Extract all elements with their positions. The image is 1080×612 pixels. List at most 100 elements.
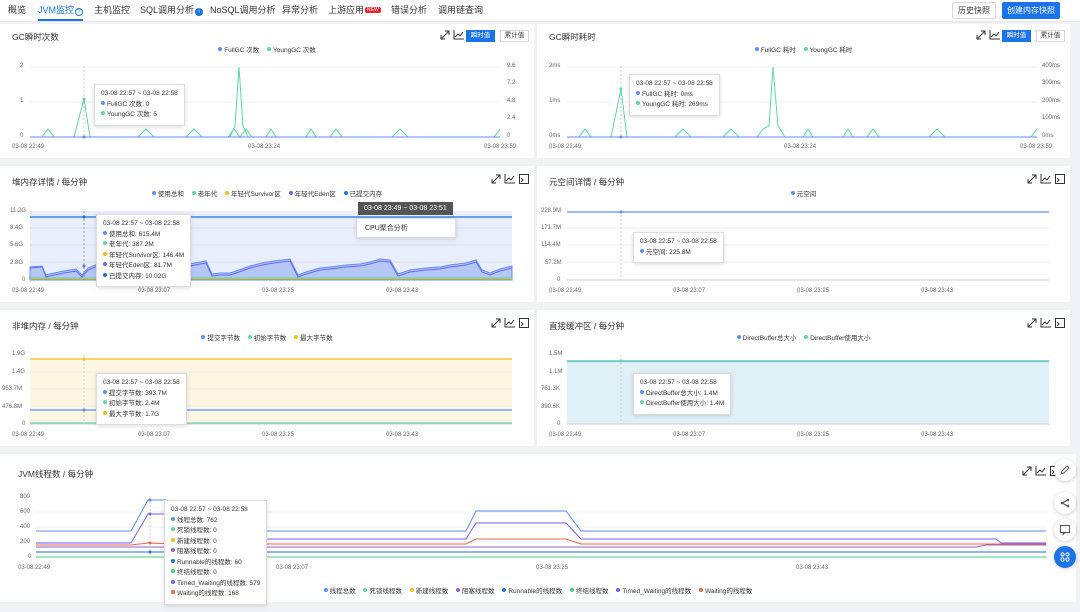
line-chart-icon[interactable] — [989, 30, 1000, 40]
terminal-icon[interactable] — [1055, 318, 1065, 328]
cumulative-toggle[interactable]: 累计值 — [1036, 30, 1065, 42]
tooltip-label: FullGC 次数: — [107, 100, 144, 108]
tab-nosql[interactable]: NoSQL调用分析 — [210, 5, 276, 15]
tab-jvm[interactable]: JVM监控? — [38, 0, 84, 21]
legend-blocked[interactable]: 阻塞线程数 — [456, 588, 495, 595]
legend-waiting[interactable]: Waiting的线程数 — [698, 588, 752, 595]
instant-toggle[interactable]: 瞬时值 — [1002, 30, 1031, 42]
x-tick: 03-08 23:25 — [797, 288, 830, 294]
create-snapshot-button[interactable]: 创建内存快照 — [1002, 2, 1060, 19]
legend-metaspace[interactable]: 元空间 — [790, 191, 816, 198]
line-chart-icon[interactable] — [504, 174, 515, 184]
legend-old[interactable]: 老年代 — [191, 191, 217, 198]
feedback-button[interactable] — [1054, 519, 1076, 541]
legend-init-bytes[interactable]: 初始字节数 — [247, 335, 286, 342]
tab-sql[interactable]: SQL调用分析 i — [140, 0, 204, 21]
top-nav: 概览 JVM监控? 主机监控 SQL调用分析 i NoSQL调用分析 异常分析 上… — [0, 0, 1080, 22]
legend-younggc[interactable]: YoungGC 次数 — [267, 47, 316, 54]
history-snapshot-button[interactable]: 历史快照 — [952, 2, 996, 19]
tab-exception[interactable]: 异常分析 — [282, 5, 319, 15]
tooltip-value: 615.4M — [138, 230, 161, 238]
expand-icon[interactable] — [491, 318, 501, 328]
tab-upstream-label: 上游应用 — [328, 5, 365, 15]
expand-icon[interactable] — [976, 30, 986, 40]
legend-used[interactable]: 使用总和 — [151, 191, 184, 198]
tooltip: 03-08 22:57 ~ 03-08 22:58 DirectBuffer总大… — [633, 373, 732, 415]
legend-committed[interactable]: 已提交内存 — [343, 191, 382, 198]
tooltip: 03-08 22:57 ~ 03-08 22:58 线程总数: 762 死锁线程… — [164, 500, 268, 605]
tooltip-value: 0 — [213, 527, 217, 534]
legend-new[interactable]: 新建线程数 — [409, 588, 448, 595]
tooltip-value: 762 — [206, 516, 218, 524]
help-icon[interactable]: ? — [75, 8, 84, 16]
line-chart-icon[interactable] — [453, 30, 464, 40]
terminal-icon[interactable] — [1055, 174, 1065, 184]
tab-host[interactable]: 主机监控 — [94, 5, 131, 15]
tooltip-time: 03-08 22:57 ~ 03-08 22:58 — [103, 379, 180, 386]
line-chart-icon[interactable] — [1040, 318, 1051, 328]
x-tick: 03-08 23:07 — [276, 565, 309, 571]
tab-errors[interactable]: 错误分析 — [391, 5, 428, 15]
y-tick: 171.7M — [541, 225, 562, 231]
y-tick: 9.6 — [507, 63, 516, 69]
y-tick: 5.6G — [10, 242, 24, 248]
legend-max-bytes[interactable]: 最大字节数 — [294, 335, 333, 342]
y-tick: 1ms — [549, 98, 561, 104]
legend-terminated[interactable]: 终结线程数 — [569, 588, 608, 595]
hover-point — [619, 87, 623, 91]
cumulative-toggle[interactable]: 累计值 — [500, 30, 529, 42]
cpu-aggregate-menu-item[interactable]: CPU聚合分析 — [356, 218, 456, 238]
expand-icon[interactable] — [1027, 174, 1037, 184]
legend-timed-waiting[interactable]: Timed_Waiting的线程数 — [616, 588, 691, 595]
legend-total[interactable]: 线程总数 — [323, 588, 356, 595]
expand-icon[interactable] — [491, 174, 501, 184]
y-tick: 1.5M — [549, 351, 563, 357]
series-timed-waiting — [36, 513, 1046, 544]
legend-runnable[interactable]: Runnable的线程数 — [502, 588, 562, 595]
y-tick: 200ms — [1042, 98, 1061, 104]
tab-trace[interactable]: 调用链查询 — [438, 5, 484, 15]
line-chart-icon[interactable] — [504, 318, 515, 328]
tooltip-value: 0 — [145, 100, 150, 108]
legend-directbuffer-used[interactable]: DirectBuffer使用大小 — [804, 335, 870, 342]
metaspace-panel: 元空间详情 / 每分钟 元空间 228.9M 171.7M 114.4M 57.… — [537, 166, 1070, 302]
instant-toggle[interactable]: 瞬时值 — [466, 30, 495, 42]
info-icon: i — [195, 8, 204, 16]
tooltip-label: 线程总数: — [177, 516, 205, 524]
x-tick: 03-08 23:25 — [262, 288, 295, 294]
expand-icon[interactable] — [1027, 318, 1037, 328]
legend-committed-bytes[interactable]: 提交字节数 — [201, 335, 240, 342]
x-tick: 03-08 23:59 — [484, 144, 517, 150]
expand-icon[interactable] — [1022, 466, 1032, 476]
x-tick: 03-08 23:43 — [921, 432, 954, 438]
legend-eden[interactable]: 年轻代Eden区 — [288, 191, 336, 198]
tab-upstream[interactable]: 上游应用 NEW — [328, 0, 381, 21]
tooltip-value: 2.4M — [145, 400, 160, 407]
legend-fullgc[interactable]: FullGC 次数 — [218, 47, 259, 54]
x-tick: 03-08 23:59 — [1020, 144, 1053, 150]
y-tick: 0ms — [549, 133, 561, 139]
y-tick: 2.8G — [10, 260, 24, 266]
legend-younggc-time[interactable]: YoungGC 耗时 — [803, 47, 852, 54]
legend-fullgc-time[interactable]: FullGC 耗时 — [754, 47, 796, 54]
y-tick: 11.2G — [10, 208, 26, 214]
legend-directbuffer-total[interactable]: DirectBuffer总大小 — [736, 335, 796, 342]
tooltip: 03-08 22:57 ~ 03-08 22:58 FullGC 耗时: 0ms… — [629, 74, 720, 116]
nonheap-panel: 非堆内存 / 每分钟 提交字节数 初始字节数 最大字节数 1.9G 1.4G 9… — [0, 310, 534, 446]
terminal-icon[interactable] — [519, 174, 529, 184]
x-tick: 03-08 22:49 — [18, 565, 51, 571]
terminal-icon[interactable] — [519, 318, 529, 328]
legend-survivor[interactable]: 年轻代Survivor区 — [224, 191, 281, 198]
tab-overview[interactable]: 概览 — [8, 5, 27, 15]
x-tick: 03-08 23:07 — [673, 288, 706, 294]
tooltip-value: 579 — [249, 579, 261, 587]
edit-button[interactable] — [1054, 459, 1076, 481]
apps-button[interactable] — [1054, 546, 1076, 568]
line-chart-icon[interactable] — [1035, 466, 1046, 476]
series-blocked — [36, 544, 1046, 548]
line-chart-icon[interactable] — [1040, 174, 1051, 184]
new-badge: NEW — [365, 7, 381, 13]
legend-deadlock[interactable]: 死锁线程数 — [363, 588, 402, 595]
expand-icon[interactable] — [440, 30, 450, 40]
share-button[interactable] — [1054, 492, 1076, 514]
